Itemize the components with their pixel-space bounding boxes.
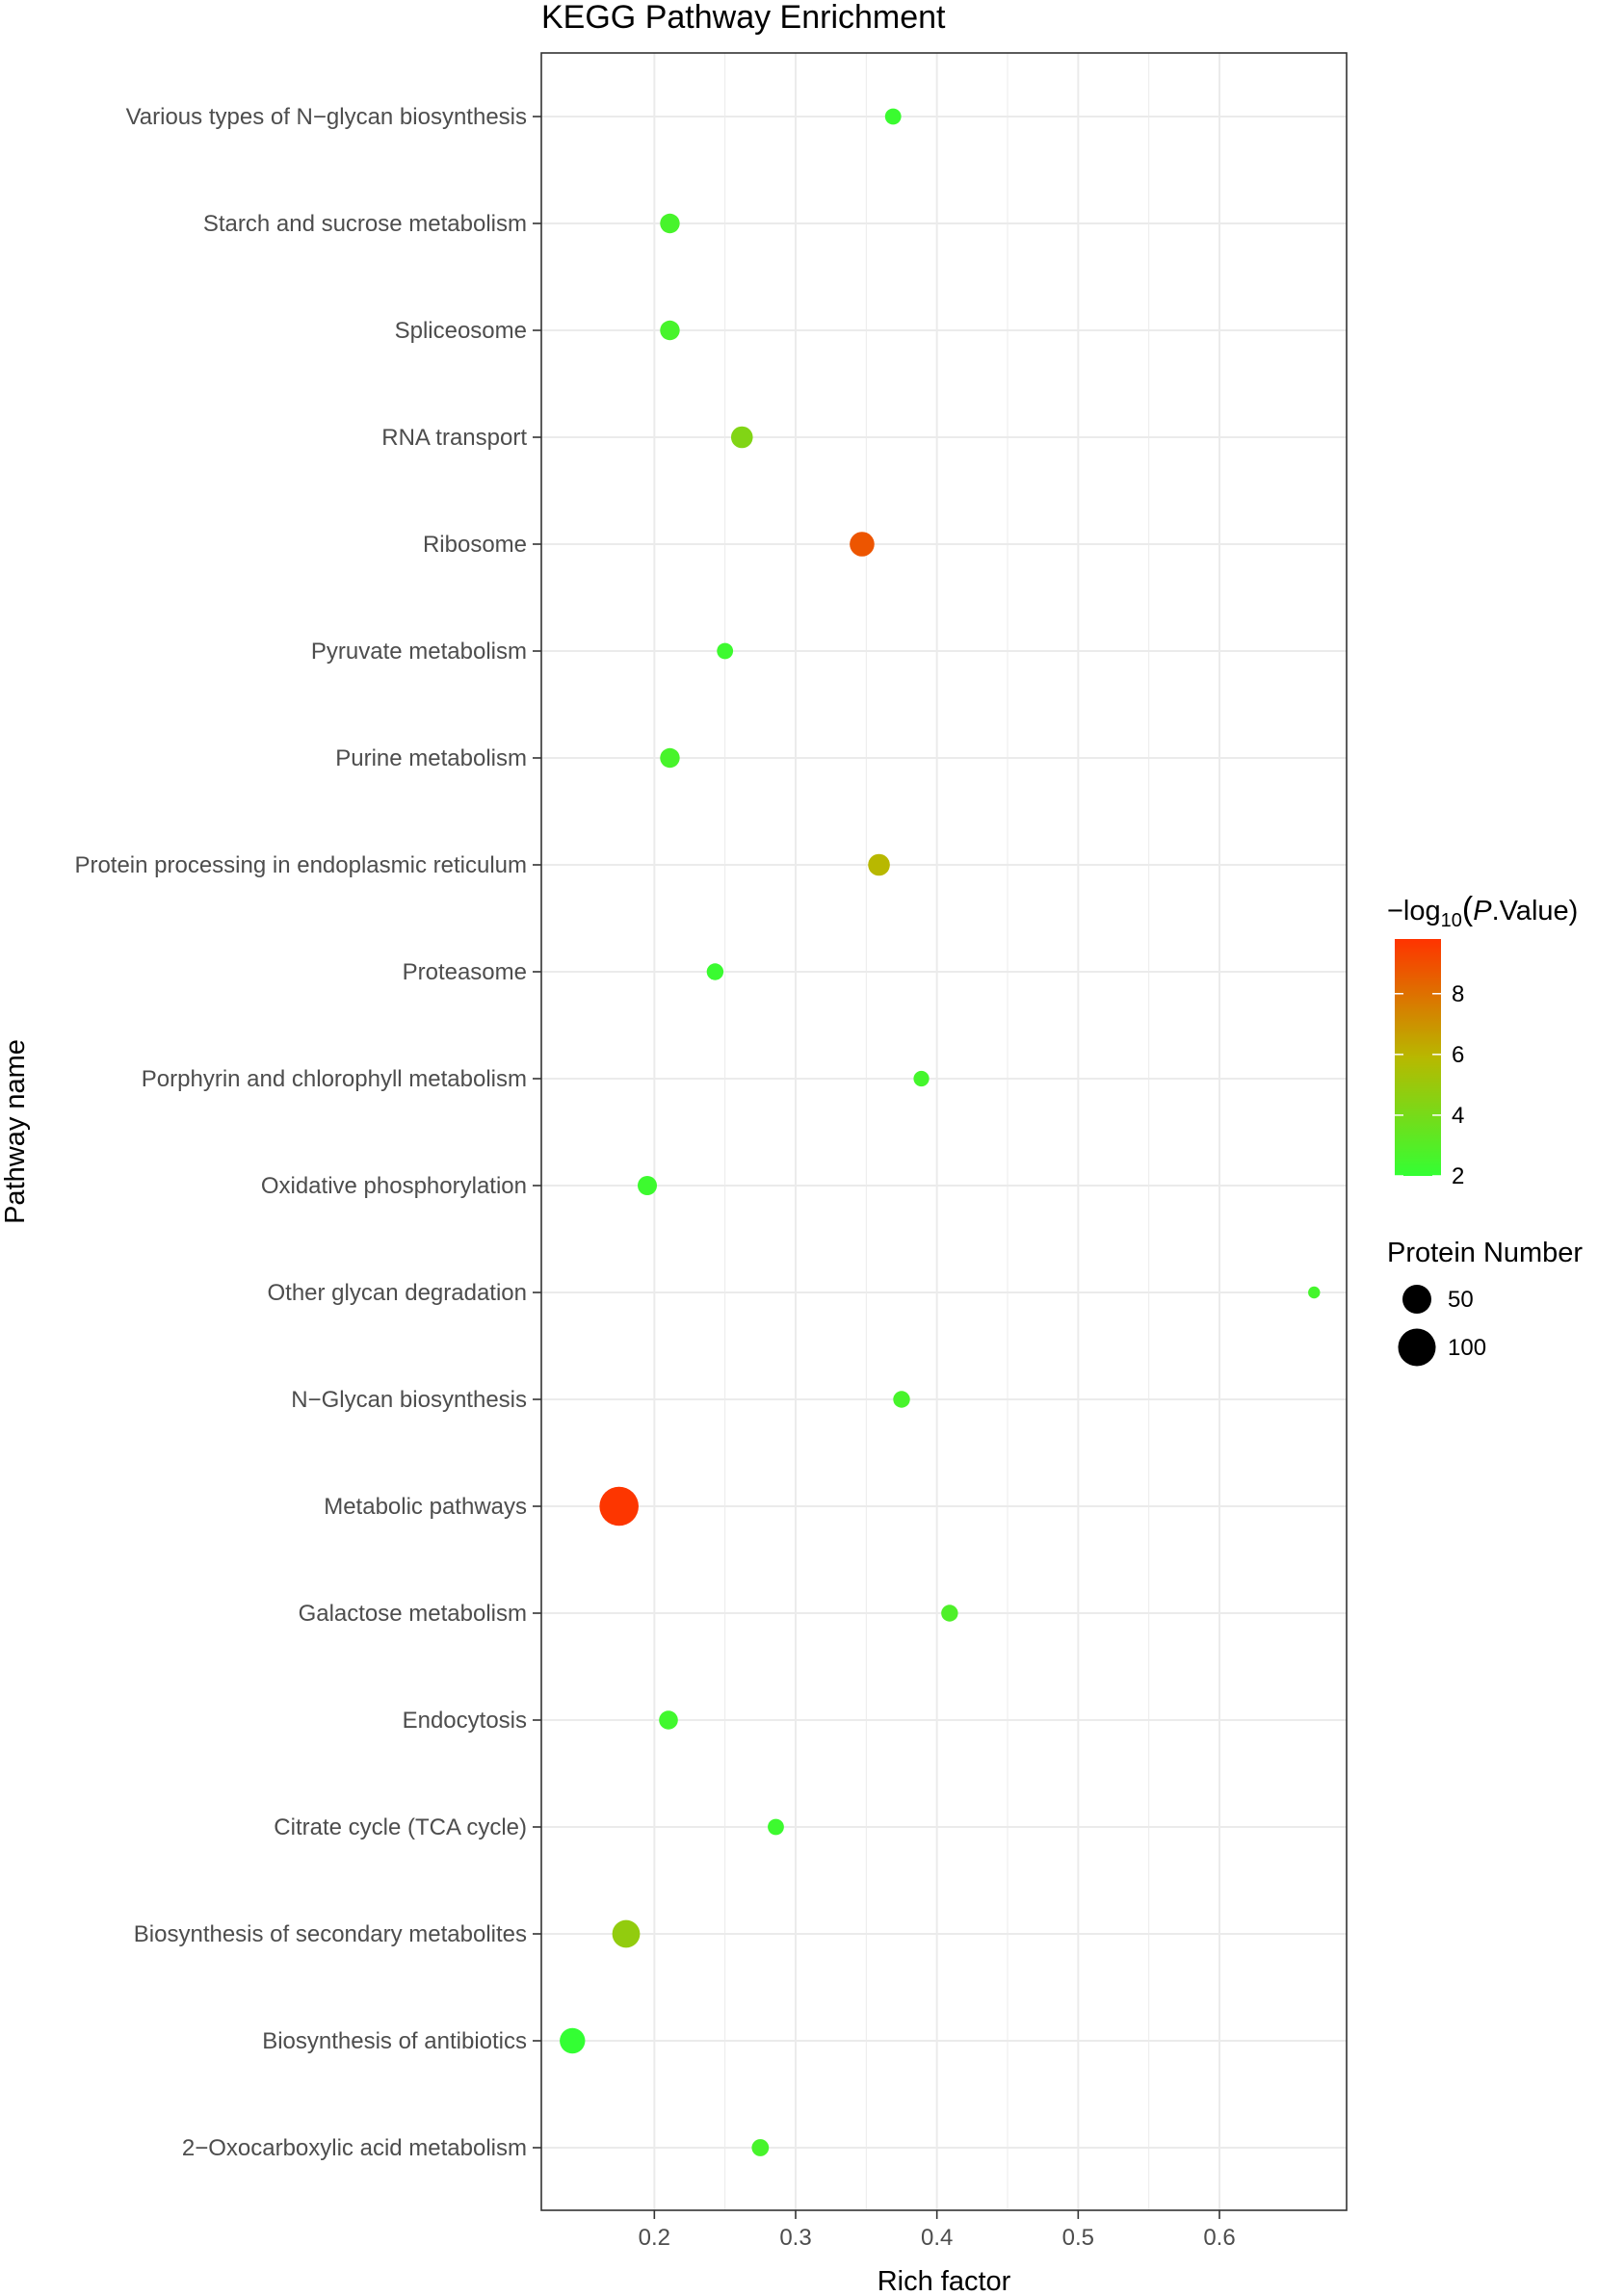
- data-point: [751, 2139, 770, 2156]
- data-point: [612, 1919, 641, 1948]
- data-point: [660, 747, 680, 769]
- size-legend-key: [1402, 1285, 1431, 1314]
- data-point: [730, 426, 753, 449]
- y-tick-label: N−Glycan biosynthesis: [291, 1387, 527, 1413]
- size-legend-label: 50: [1448, 1287, 1474, 1313]
- y-tick-label: Oxidative phosphorylation: [261, 1173, 527, 1199]
- y-tick-label: Spliceosome: [395, 318, 527, 344]
- chart-title: KEGG Pathway Enrichment: [541, 0, 946, 36]
- size-legend-label: 100: [1448, 1335, 1486, 1361]
- data-point: [850, 532, 875, 557]
- data-point: [768, 1818, 784, 1836]
- y-tick-label: Endocytosis: [403, 1708, 527, 1734]
- colorbar: [1395, 939, 1441, 1176]
- y-axis: Various types of N−glycan biosynthesis St…: [74, 104, 541, 2161]
- y-tick-label: Citrate cycle (TCA cycle): [274, 1814, 527, 1840]
- y-tick-label: Proteasome: [403, 959, 527, 985]
- y-tick-label: Starch and sucrose metabolism: [203, 211, 527, 237]
- x-axis-title: Rich factor: [878, 2266, 1011, 2296]
- data-point: [941, 1605, 958, 1622]
- x-tick-label: 0.3: [779, 2225, 811, 2251]
- data-point: [660, 213, 680, 234]
- x-tick-label: 0.6: [1203, 2225, 1235, 2251]
- data-point: [659, 1710, 678, 1730]
- y-tick-label: Biosynthesis of secondary metabolites: [134, 1921, 527, 1947]
- data-point: [717, 642, 734, 660]
- size-legend-key: [1398, 1328, 1436, 1367]
- colorbar-tick-label: 6: [1452, 1042, 1464, 1068]
- y-tick-label: Metabolic pathways: [324, 1494, 527, 1520]
- color-legend-title-suffix: .Value): [1492, 896, 1579, 926]
- y-tick-label: 2−Oxocarboxylic acid metabolism: [182, 2135, 527, 2161]
- color-legend-title-sub: 10: [1441, 910, 1462, 931]
- y-tick-label: Other glycan degradation: [267, 1280, 527, 1306]
- data-point: [913, 1070, 930, 1087]
- color-legend-title-prefix: −log: [1387, 896, 1441, 926]
- y-tick-label: Porphyrin and chlorophyll metabolism: [142, 1066, 527, 1092]
- size-legend-items: 50 100: [1398, 1285, 1486, 1367]
- data-point: [868, 853, 890, 876]
- color-legend-title-open: (: [1462, 891, 1474, 927]
- y-tick-label: Ribosome: [423, 532, 527, 558]
- data-point: [893, 1391, 910, 1408]
- y-tick-label: Various types of N−glycan biosynthesis: [126, 104, 527, 130]
- x-tick-label: 0.4: [921, 2225, 953, 2251]
- y-tick-label: Purine metabolism: [335, 745, 527, 771]
- color-legend-title: −log10(P.Value): [1387, 891, 1578, 931]
- data-point: [638, 1176, 657, 1195]
- y-tick-label: Pyruvate metabolism: [311, 639, 527, 665]
- size-legend: Protein Number 50 100: [1387, 1238, 1583, 1367]
- data-point: [599, 1486, 639, 1526]
- y-tick-label: Protein processing in endoplasmic reticu…: [74, 852, 527, 878]
- color-legend-title-italic: P: [1473, 896, 1492, 926]
- x-axis: 0.2 0.3 0.4 0.5 0.6: [639, 2210, 1236, 2251]
- data-point: [560, 2027, 586, 2054]
- data-point: [706, 963, 724, 980]
- colorbar-ticks: 2 4 6 8: [1395, 981, 1464, 1189]
- colorbar-tick-label: 2: [1452, 1163, 1464, 1189]
- size-legend-title: Protein Number: [1387, 1238, 1583, 1268]
- colorbar-tick-label: 4: [1452, 1103, 1464, 1129]
- x-tick-label: 0.2: [639, 2225, 670, 2251]
- data-point: [1308, 1286, 1321, 1299]
- color-legend: −log10(P.Value) 2 4 6 8: [1387, 891, 1578, 1189]
- y-tick-label: Biosynthesis of antibiotics: [262, 2028, 527, 2054]
- x-tick-label: 0.5: [1062, 2225, 1094, 2251]
- data-point: [660, 320, 680, 341]
- y-axis-title: Pathway name: [0, 1039, 31, 1224]
- data-point: [884, 108, 902, 125]
- plot-panel-border: [540, 52, 1348, 2211]
- colorbar-tick-label: 8: [1452, 981, 1464, 1007]
- plot-points: [560, 108, 1321, 2156]
- y-tick-label: Galactose metabolism: [299, 1601, 527, 1627]
- grid: [541, 53, 1347, 2210]
- y-tick-label: RNA transport: [381, 425, 527, 451]
